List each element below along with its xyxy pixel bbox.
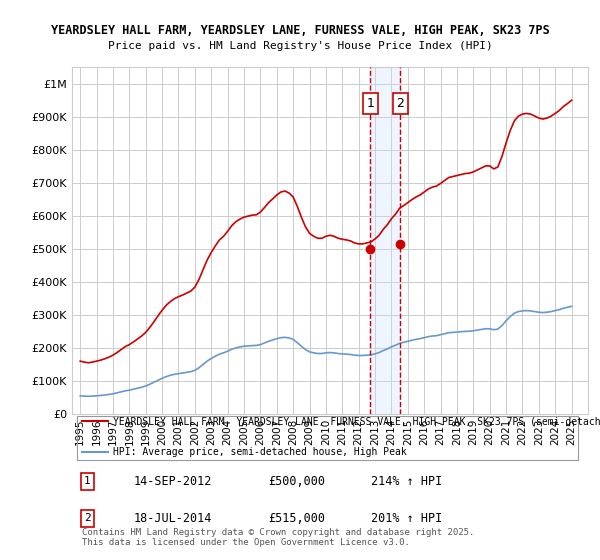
Text: 1: 1	[367, 97, 374, 110]
Text: HPI: Average price, semi-detached house, High Peak: HPI: Average price, semi-detached house,…	[113, 447, 407, 458]
Text: 214% ↑ HPI: 214% ↑ HPI	[371, 475, 443, 488]
Text: 14-SEP-2012: 14-SEP-2012	[134, 475, 212, 488]
Text: Contains HM Land Registry data © Crown copyright and database right 2025.
This d: Contains HM Land Registry data © Crown c…	[82, 528, 475, 547]
Bar	[370, 67, 400, 414]
Text: £515,000: £515,000	[268, 512, 325, 525]
Text: 201% ↑ HPI: 201% ↑ HPI	[371, 512, 443, 525]
Text: 1: 1	[84, 476, 91, 486]
Text: YEARDSLEY HALL FARM, YEARDSLEY LANE, FURNESS VALE, HIGH PEAK, SK23 7PS: YEARDSLEY HALL FARM, YEARDSLEY LANE, FUR…	[50, 24, 550, 38]
Text: 18-JUL-2014: 18-JUL-2014	[134, 512, 212, 525]
Text: 2: 2	[84, 514, 91, 524]
Text: Price paid vs. HM Land Registry's House Price Index (HPI): Price paid vs. HM Land Registry's House …	[107, 41, 493, 51]
Text: £500,000: £500,000	[268, 475, 325, 488]
Text: YEARDSLEY HALL FARM, YEARDSLEY LANE, FURNESS VALE, HIGH PEAK, SK23 7PS (semi-det: YEARDSLEY HALL FARM, YEARDSLEY LANE, FUR…	[113, 416, 600, 426]
Text: 2: 2	[397, 97, 404, 110]
